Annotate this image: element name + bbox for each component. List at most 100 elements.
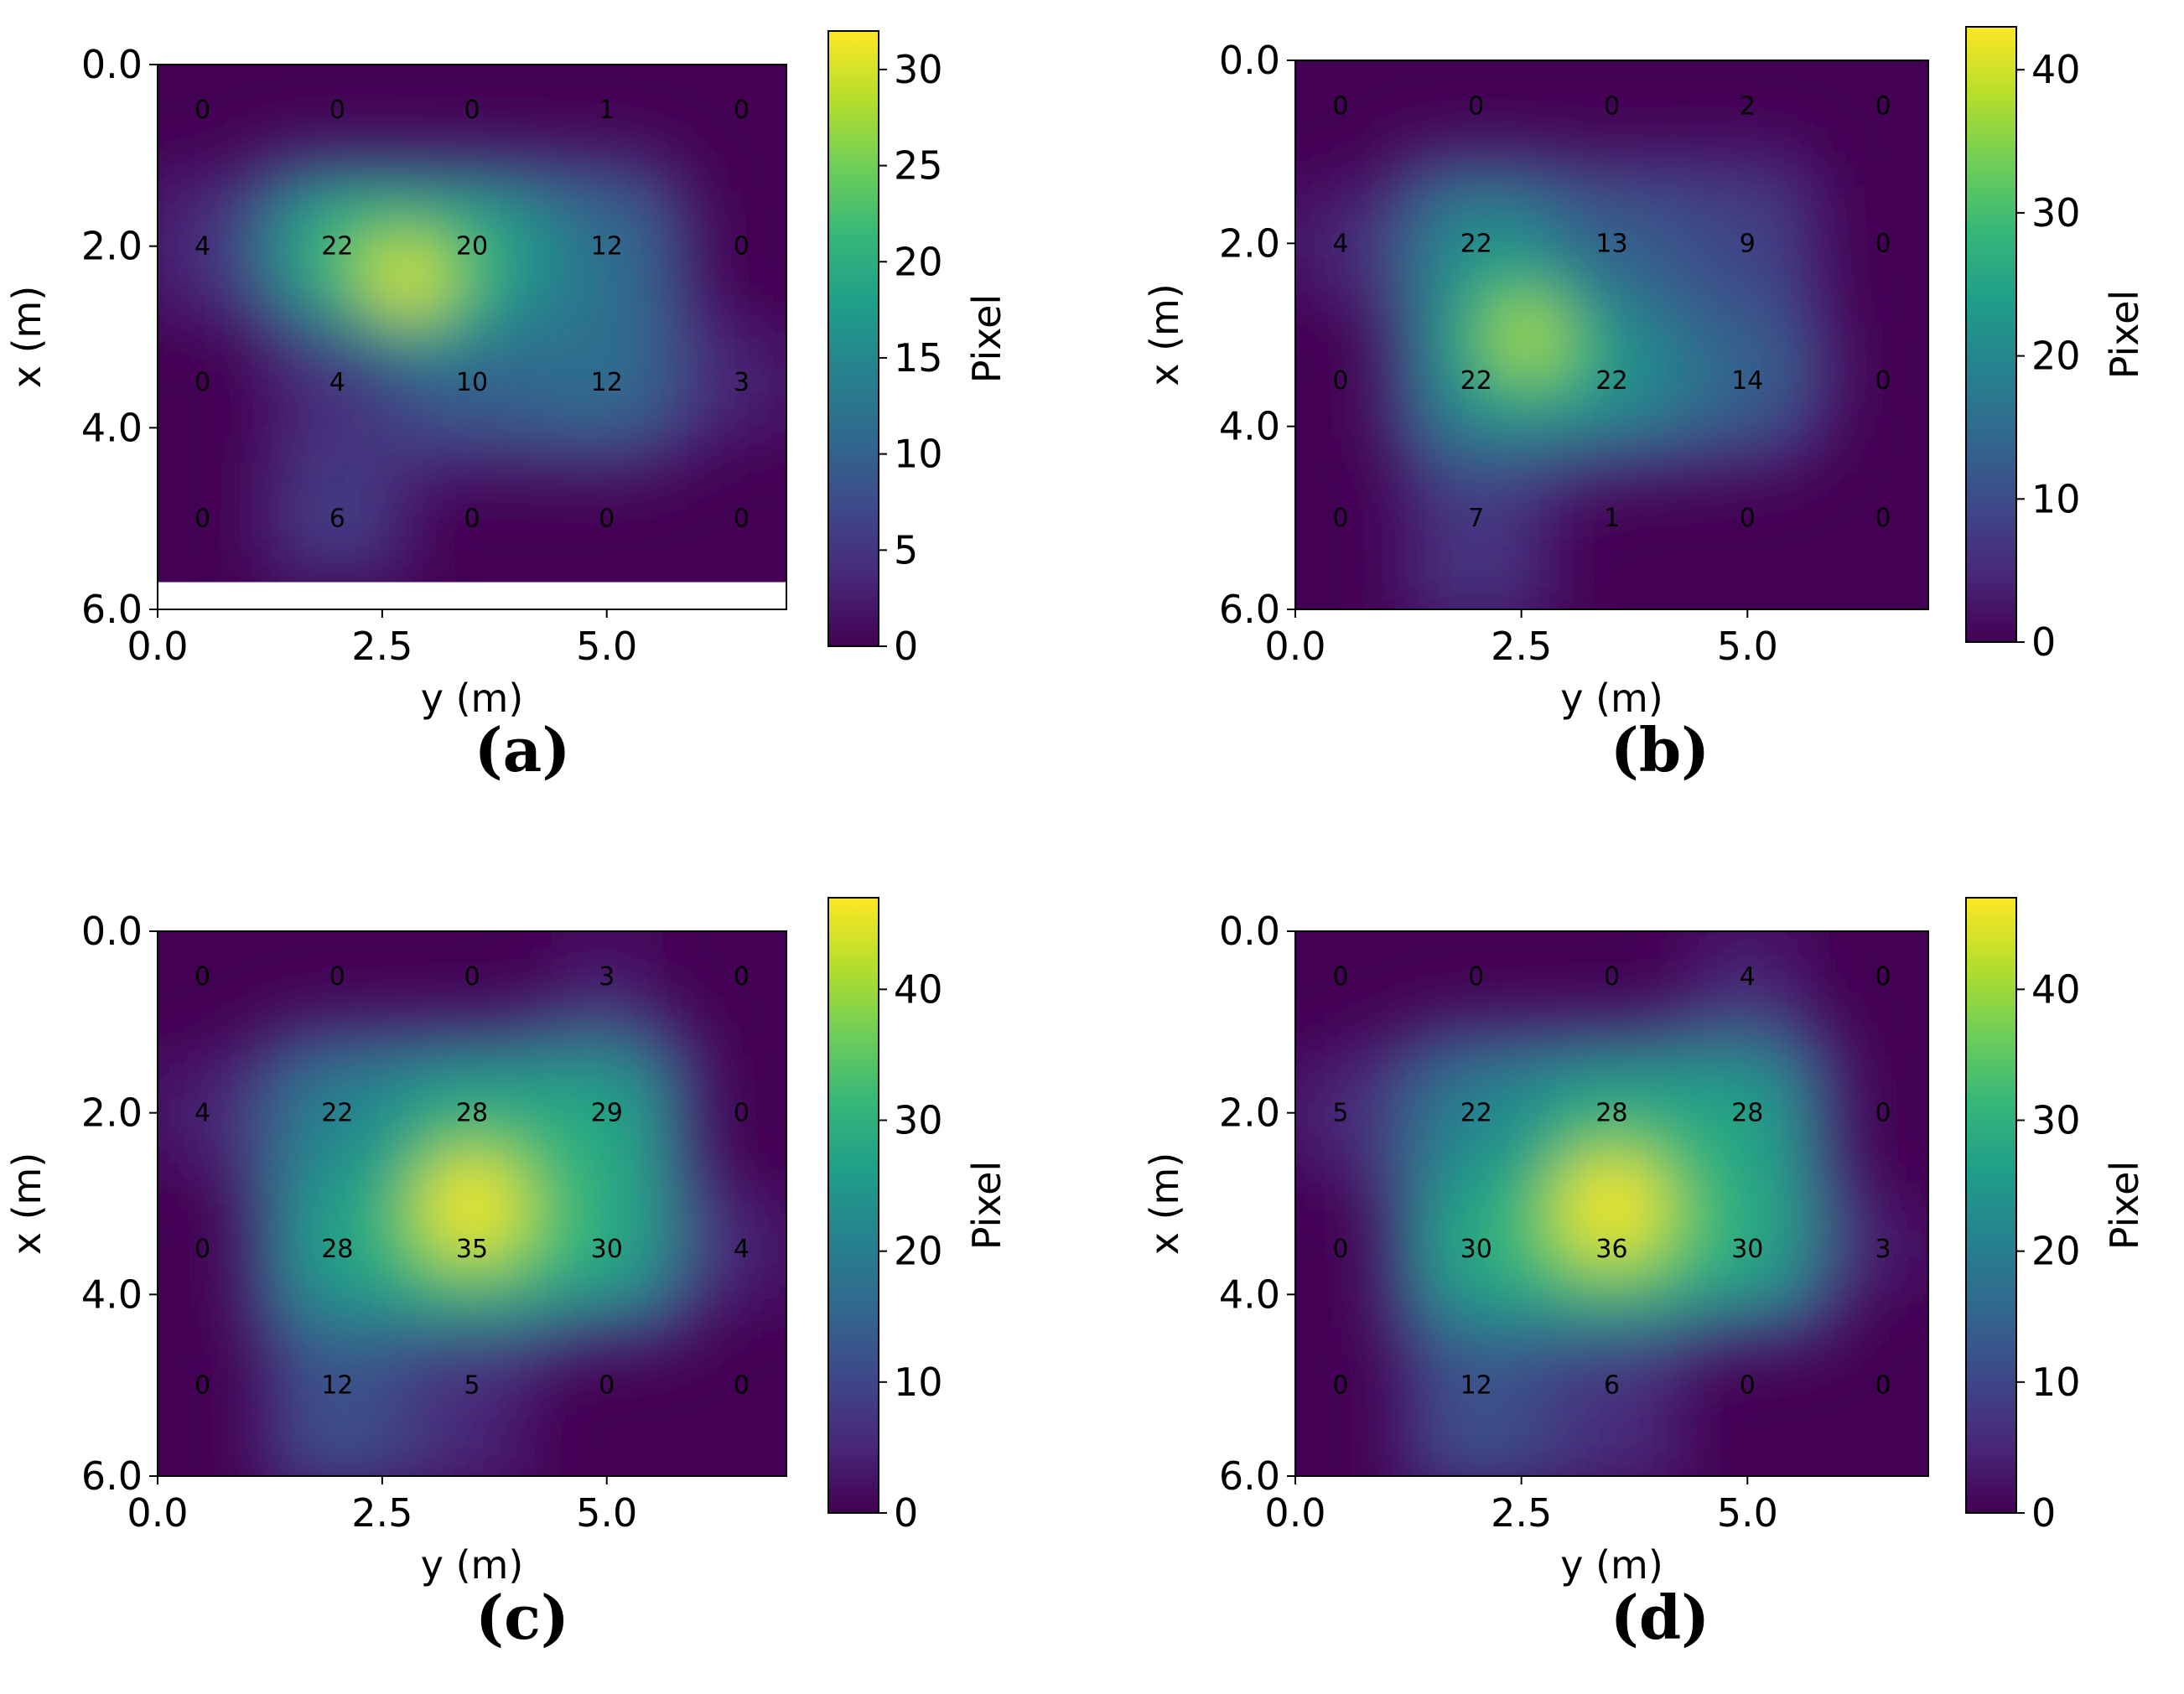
panel-d-heat-cell: [1894, 1260, 1918, 1284]
panel-b-heat-cell: [1690, 415, 1715, 439]
panel-d-heat-cell: [1781, 1215, 1805, 1239]
panel-d-heat-cell: [1600, 1351, 1624, 1375]
panel-b-heat-cell: [1487, 483, 1512, 508]
panel-d-heat-cell: [1397, 1124, 1421, 1148]
panel-b-heat-cell: [1826, 391, 1850, 417]
panel-c-heat-cell: [640, 1328, 664, 1353]
panel-c-cell-value: 35: [456, 1235, 488, 1264]
panel-b-heat-cell: [1465, 140, 1489, 164]
panel-a-heat-cell: [483, 461, 507, 486]
panel-b-heat-cell: [1555, 140, 1580, 164]
panel-d-heat-cell: [1826, 1124, 1850, 1148]
panel-c-heat-cell: [618, 1010, 641, 1034]
panel-a-heat-cell: [708, 393, 732, 417]
panel-d-heat-cell: [1871, 1215, 1896, 1239]
panel-b-heat-cell: [1781, 391, 1805, 417]
panel-a-cell-value: 12: [591, 232, 623, 262]
panel-a-heat-cell: [371, 325, 395, 350]
panel-c-heat-cell: [483, 1147, 507, 1171]
panel-a-heat-cell: [527, 166, 552, 190]
panel-a-heat-cell: [685, 416, 709, 440]
panel-a-heat-cell: [348, 370, 372, 395]
panel-d-heat-cell: [1803, 1215, 1828, 1239]
panel-a-heat-cell: [371, 189, 395, 214]
panel-c-heat-cell: [438, 1282, 462, 1307]
panel-a-heat-cell: [393, 257, 418, 282]
panel-a-heat-cell: [258, 530, 283, 554]
panel-b-heat-cell: [1645, 300, 1669, 324]
panel-d-heat-cell: [1668, 1282, 1692, 1307]
panel-d-heat-cell: [1419, 1079, 1444, 1103]
panel-d-heat-cell: [1487, 1192, 1512, 1216]
panel-a-cell-value: 0: [734, 96, 750, 125]
panel-d-heat-cell: [1465, 1215, 1489, 1239]
panel-d-heat-cell: [1397, 1396, 1421, 1421]
panel-d-heat-cell: [1351, 1055, 1376, 1080]
panel-d-heat-cell: [1622, 1260, 1647, 1284]
panel-d-heat-cell: [1803, 1169, 1828, 1194]
panel-c-heat-cell: [438, 1101, 462, 1126]
panel-c-heat-cell: [573, 942, 597, 966]
panel-c-heat-cell: [348, 1260, 372, 1284]
panel-d-heat-cell: [1555, 1215, 1580, 1239]
panel-a-cell-value: 0: [195, 368, 210, 397]
panel-a-heat-cell: [550, 325, 574, 350]
panel-d-heat-cell: [1578, 1124, 1602, 1148]
panel-c-heat-cell: [348, 1101, 372, 1126]
panel-b-heat-cell: [1600, 231, 1624, 256]
panel-c-heat-cell: [618, 1055, 641, 1080]
panel-d-heat-cell: [1781, 965, 1805, 989]
panel-b-heat-cell: [1690, 186, 1715, 210]
panel-d-heat-cell: [1781, 1055, 1805, 1080]
panel-c-heat-cell: [460, 1215, 485, 1239]
panel-c-heat-cell: [236, 1124, 260, 1148]
panel-a-heat-cell: [662, 325, 687, 350]
panel-a-heat-cell: [393, 507, 418, 531]
panel-d-heat-cell: [1690, 1237, 1715, 1261]
panel-a-heat-cell: [416, 166, 439, 190]
panel-b-heat-cell: [1826, 369, 1850, 393]
panel-a-heat-cell: [595, 325, 620, 350]
panel-a-heat-cell: [506, 370, 529, 395]
panel-a-heat-cell: [438, 189, 462, 214]
panel-c-heat-cell: [303, 1260, 327, 1284]
panel-c-heat-cell: [325, 1010, 350, 1034]
panel-a-heat-cell: [303, 235, 327, 259]
panel-b-heat-cell: [1397, 415, 1421, 439]
panel-d-heat-cell: [1803, 1079, 1828, 1103]
panel-d-colorbar-label: Pixel: [2102, 1161, 2147, 1250]
panel-b-heat-cell: [1713, 140, 1737, 164]
panel-a-heat-cell: [325, 212, 350, 236]
panel-b-heat-cell: [1351, 277, 1376, 302]
panel-c-heat-cell: [303, 1351, 327, 1375]
panel-a-heat-cell: [416, 393, 439, 417]
panel-d-heat-cell: [1781, 1101, 1805, 1126]
panel-c-heat-cell: [460, 1282, 485, 1307]
panel-a-heat-cell: [325, 348, 350, 372]
panel-c-heat-cell: [550, 1079, 574, 1103]
panel-d-heat-cell: [1758, 1215, 1782, 1239]
panel-a-cell-value: 1: [599, 96, 615, 125]
panel-d-heat-cell: [1374, 1305, 1398, 1329]
panel-b-cell-value: 13: [1595, 229, 1627, 258]
panel-d-heat-cell: [1713, 987, 1737, 1012]
panel-b-cell-value: 7: [1468, 504, 1484, 533]
panel-d-heat-cell: [1600, 1305, 1624, 1329]
panel-a-heat-cell: [348, 438, 372, 463]
panel-b-heat-cell: [1510, 460, 1534, 484]
panel-c-heat-cell: [325, 1282, 350, 1307]
panel-d-heat-cell: [1735, 1124, 1760, 1148]
panel-b-heat-cell: [1735, 209, 1760, 233]
panel-a-heat-cell: [416, 143, 439, 168]
panel-c-heat-cell: [483, 1237, 507, 1261]
panel-d-heat-cell: [1555, 1055, 1580, 1080]
panel-d-heat-cell: [1510, 1396, 1534, 1421]
panel-d-heat-cell: [1329, 1169, 1353, 1194]
panel-c-heat-cell: [416, 1442, 439, 1466]
panel-a-heat-cell: [258, 303, 283, 327]
panel-c-heat-cell: [303, 1010, 327, 1034]
panel-d-heat-cell: [1510, 1147, 1534, 1171]
panel-d-heat-cell: [1465, 1305, 1489, 1329]
panel-a-heat-cell: [303, 166, 327, 190]
panel-b-heat-cell: [1555, 209, 1580, 233]
